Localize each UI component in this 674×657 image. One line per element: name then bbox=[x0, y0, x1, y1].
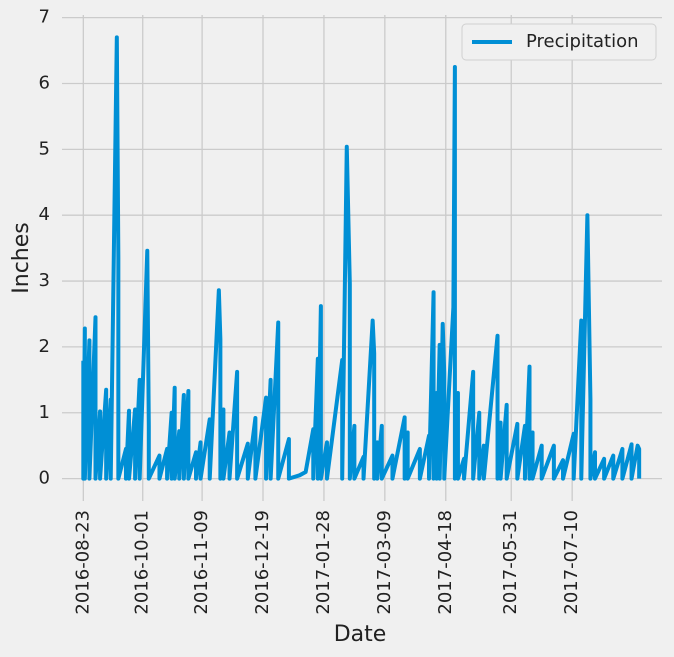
x-tick-label: 2017-05-31 bbox=[500, 510, 521, 615]
x-axis-label: Date bbox=[334, 622, 387, 647]
y-tick-label: 2 bbox=[39, 336, 50, 357]
legend-label: Precipitation bbox=[526, 31, 639, 52]
y-axis-label: Inches bbox=[9, 222, 34, 293]
legend-box bbox=[461, 23, 657, 61]
x-tick-label: 2016-08-23 bbox=[72, 510, 93, 615]
y-tick-label: 5 bbox=[39, 138, 50, 159]
y-tick-label: 1 bbox=[39, 402, 50, 423]
y-tick-label: 3 bbox=[39, 270, 50, 291]
x-tick-label: 2017-04-18 bbox=[435, 510, 456, 615]
x-tick-label: 2017-07-10 bbox=[561, 510, 582, 615]
x-tick-label: 2016-11-09 bbox=[191, 510, 212, 615]
y-tick-label: 6 bbox=[39, 72, 50, 93]
x-tick-label: 2017-03-09 bbox=[374, 510, 395, 615]
x-tick-label: 2016-10-01 bbox=[132, 510, 153, 615]
y-tick-label: 0 bbox=[39, 468, 50, 489]
data-line bbox=[81, 35, 642, 481]
y-tick-label: 4 bbox=[39, 204, 50, 225]
y-tick-label: 7 bbox=[39, 7, 50, 28]
x-tick-label: 2017-01-28 bbox=[313, 510, 334, 615]
x-tick-label: 2016-12-19 bbox=[252, 510, 273, 615]
